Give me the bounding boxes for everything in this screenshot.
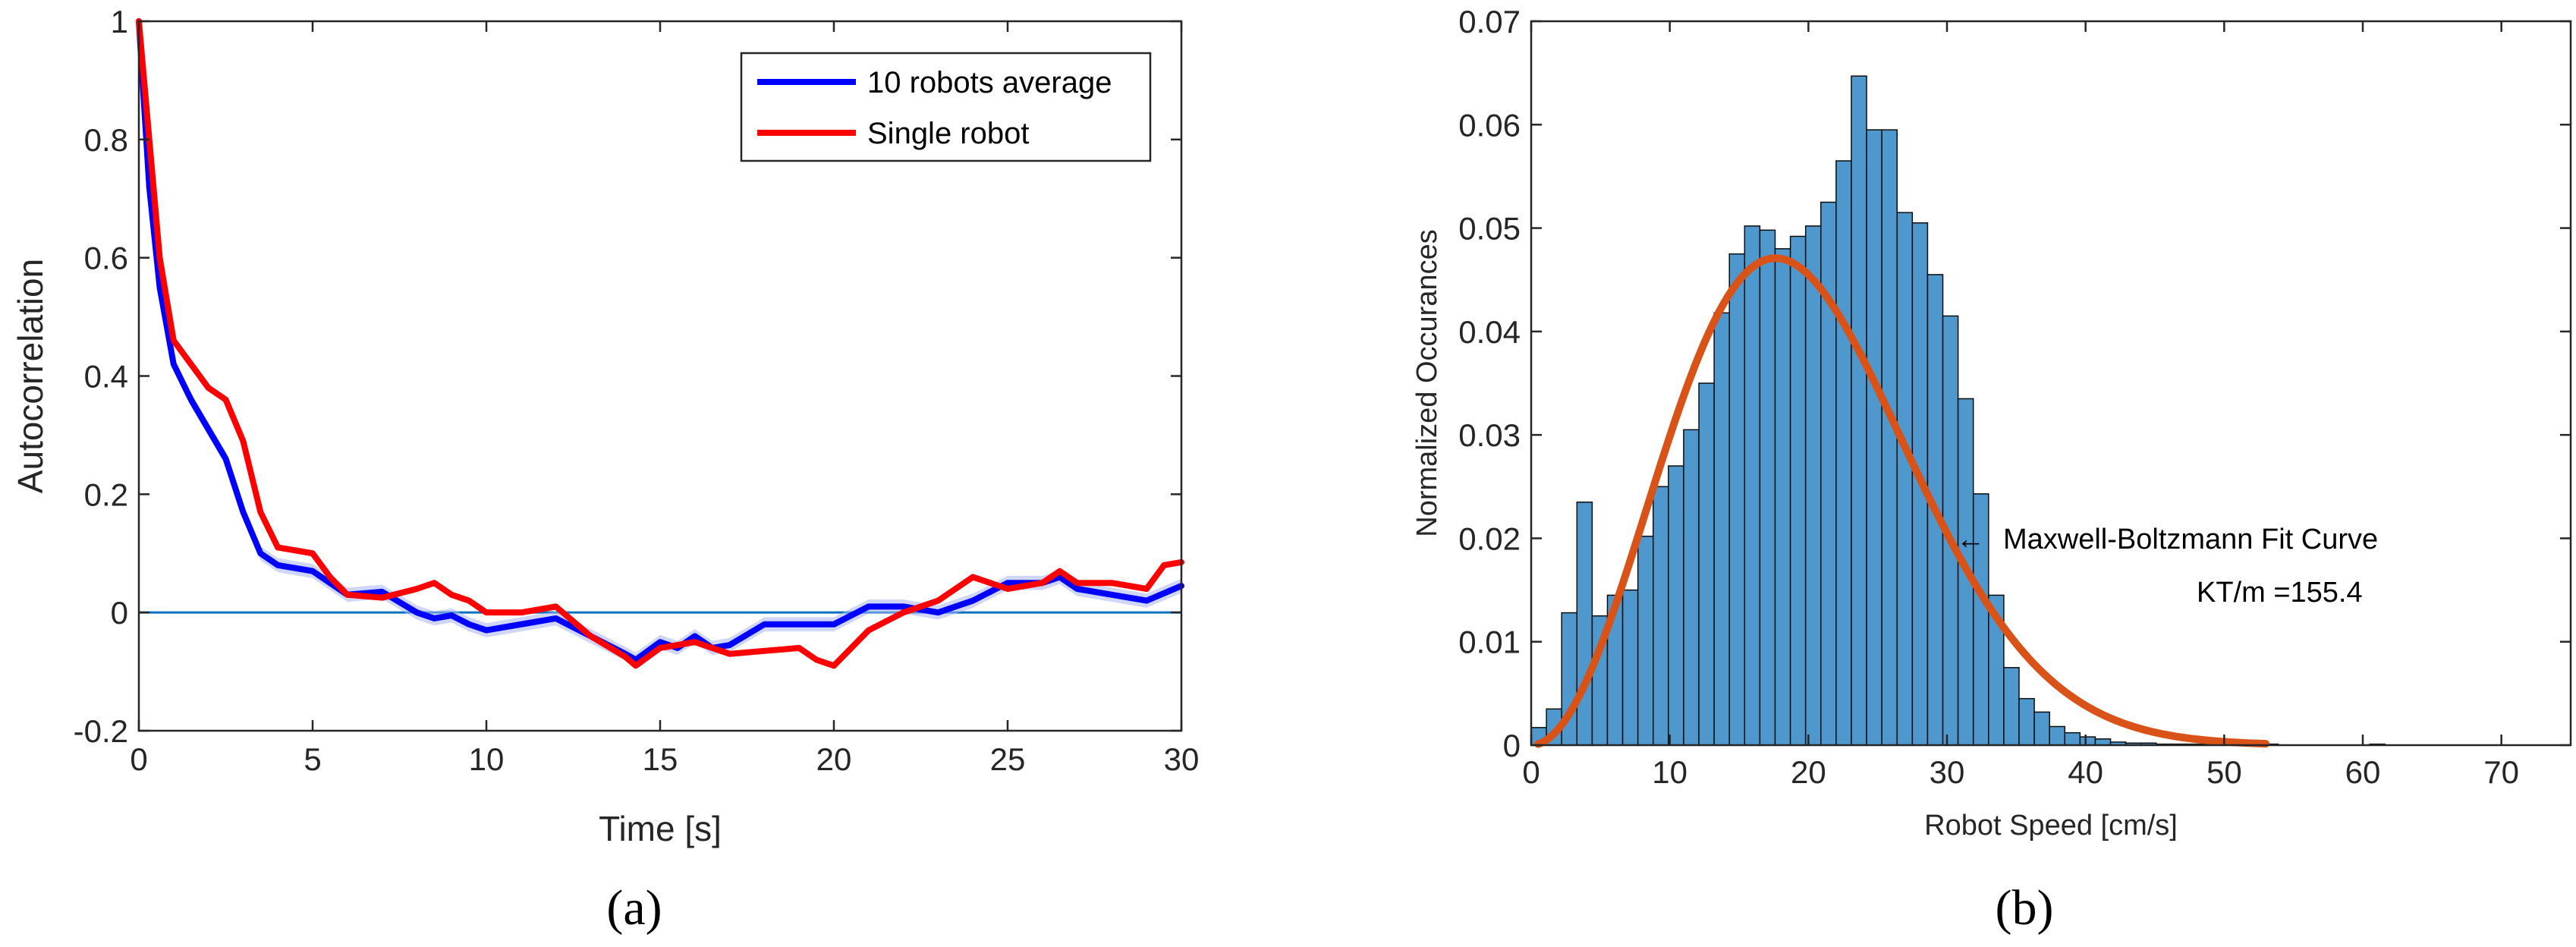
- speed-histogram-chart: 0 10 20 30 40 50 60 70 0 0.01 0.02 0.03 0.04 0.05 0.06…: [1411, 4, 2572, 936]
- histogram-bar: [1744, 225, 1761, 746]
- caption-b: (b): [1996, 880, 2054, 936]
- x-tick-label-b: 20: [1791, 754, 1826, 790]
- histogram-bar: [1820, 201, 1837, 746]
- x-tick-label-b: 50: [2206, 754, 2242, 790]
- y-tick-label-b: 0.03: [1458, 417, 1521, 453]
- histogram-bar: [2033, 711, 2050, 746]
- legend-a: 10 robots average Single robot: [740, 52, 1152, 162]
- caption-a: (a): [606, 880, 662, 936]
- y-tick-label-a: 1: [111, 4, 128, 39]
- legend-label-average: 10 robots average: [867, 66, 1112, 99]
- x-axis-label-a: Time [s]: [599, 809, 722, 848]
- y-tick-label-b: 0.04: [1458, 314, 1521, 350]
- histogram-bar: [1759, 229, 1776, 746]
- histogram-bar: [1835, 160, 1852, 746]
- x-tick-label-b: 60: [2345, 754, 2381, 790]
- histogram-bar: [1789, 235, 1807, 746]
- histogram-bar: [1804, 225, 1822, 746]
- maxwell-boltzmann-fit-curve: [1534, 254, 2270, 748]
- histogram-bar: [1668, 465, 1684, 746]
- histogram-bar: [1698, 382, 1715, 746]
- x-tick-label-a: 20: [816, 741, 852, 777]
- y-tick-label-a: -0.2: [74, 713, 128, 749]
- y-tick-label-a: 0.6: [84, 241, 128, 276]
- histogram-bar: [2049, 725, 2066, 746]
- single-robot-series-line: [136, 18, 1184, 669]
- y-tick-label-a: 0.8: [84, 122, 128, 158]
- histogram-bar: [1896, 212, 1914, 746]
- x-tick-label-a: 0: [130, 741, 147, 777]
- histogram-bar: [1774, 248, 1791, 746]
- x-tick-label-b: 40: [2068, 754, 2103, 790]
- histogram-bar: [2064, 731, 2081, 746]
- x-tick-label-a: 30: [1164, 741, 1200, 777]
- x-tick-label-a: 5: [304, 741, 321, 777]
- x-tick-label-a: 10: [469, 741, 505, 777]
- x-tick-label-a: 15: [643, 741, 678, 777]
- histogram-bar: [1851, 75, 1867, 746]
- y-tick-label-a: 0.4: [84, 359, 128, 395]
- y-tick-label-a: 0.2: [84, 477, 128, 512]
- y-tick-label-a: 0: [111, 595, 128, 631]
- y-tick-label-b: 0: [1503, 728, 1521, 763]
- histogram-bar: [1866, 129, 1882, 746]
- y-tick-label-b: 0.05: [1458, 211, 1521, 247]
- histogram-bar: [1683, 429, 1700, 746]
- histogram-bar: [1652, 486, 1669, 746]
- y-tick-label-b: 0.07: [1458, 4, 1521, 39]
- histogram-bar: [2003, 667, 2020, 746]
- y-tick-label-b: 0.06: [1458, 107, 1521, 143]
- y-axis-label-a: Autocorrelation: [11, 259, 50, 493]
- legend-box-a: [740, 52, 1152, 162]
- x-tick-label-b: 70: [2483, 754, 2519, 790]
- histogram-bar: [1881, 129, 1898, 746]
- histogram-bar: [1728, 253, 1746, 746]
- histogram-bar: [2018, 697, 2035, 746]
- fit-curve-arrow-glyph: ←: [1956, 524, 1985, 555]
- x-tick-label-b: 30: [1930, 754, 1965, 790]
- axes-box-b: [1530, 20, 2572, 747]
- legend-label-single: Single robot: [867, 117, 1029, 150]
- x-tick-label-b: 10: [1652, 754, 1687, 790]
- histogram-bar: [1637, 535, 1654, 746]
- histogram-bar: [1621, 589, 1639, 746]
- x-tick-label-b: 0: [1522, 754, 1540, 790]
- x-tick-label-a: 25: [990, 741, 1026, 777]
- y-axis-label-b: Normalized Occurances: [1411, 229, 1443, 536]
- fit-curve-annotation: Maxwell-Boltzmann Fit Curve: [2003, 524, 2378, 555]
- y-tick-label-b: 0.02: [1458, 521, 1521, 556]
- histogram-bar: [1576, 501, 1593, 746]
- y-tick-label-b: 0.01: [1458, 625, 1521, 660]
- x-axis-label-b: Robot Speed [cm/s]: [1924, 810, 2178, 842]
- histogram-bar: [1713, 312, 1730, 746]
- histogram-bar: [2079, 736, 2096, 746]
- fit-parameter-annotation: KT/m =155.4: [2197, 577, 2363, 609]
